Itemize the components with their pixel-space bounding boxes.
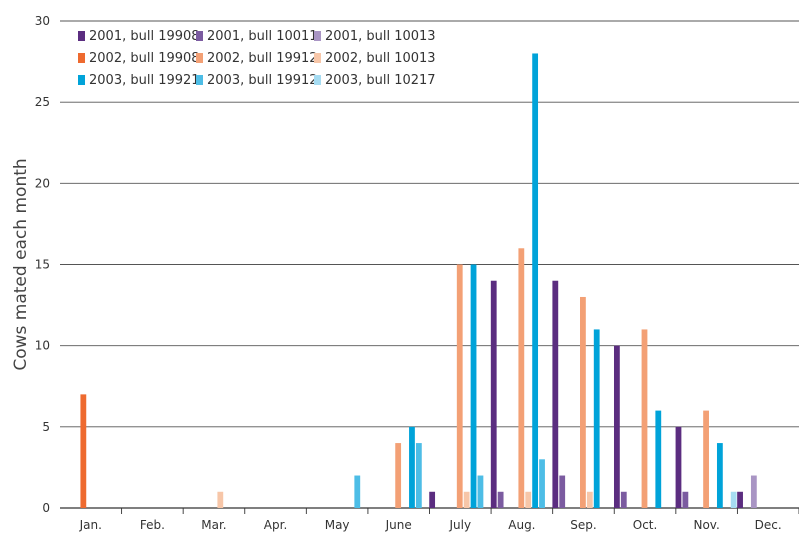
x-tick-label-dec: Dec. (755, 518, 782, 532)
x-tick-label-sep: Sep. (570, 518, 596, 532)
y-tick-label-15: 15 (35, 258, 50, 272)
y-tick-label-0: 0 (42, 501, 50, 515)
bar-9-nov (730, 491, 737, 508)
bar-8-may (354, 475, 361, 508)
y-tick-label-5: 5 (42, 420, 50, 434)
bar-6-aug (525, 491, 532, 508)
bar-5-july (456, 264, 463, 508)
x-tick-label-oct: Oct. (633, 518, 658, 532)
legend-label-9: 2003, bull 10217 (325, 73, 436, 88)
y-tick-label-25: 25 (35, 95, 50, 109)
x-tick-label-june: June (385, 518, 412, 532)
x-tick-label-feb: Feb. (140, 518, 165, 532)
legend-swatch-9 (314, 75, 321, 85)
bar-6-mar (217, 491, 224, 508)
bar-1-nov (675, 426, 682, 508)
x-tick-label-jan: Jan. (79, 518, 102, 532)
bar-5-oct (641, 329, 648, 508)
legend-label-8: 2003, bull 19912 (207, 73, 318, 88)
legend-swatch-6 (314, 53, 321, 63)
legend-swatch-8 (196, 75, 203, 85)
legend-swatch-3 (314, 31, 321, 41)
bar-2-oct (620, 491, 627, 508)
legend-label-7: 2003, bull 19921 (89, 73, 200, 88)
bars (80, 53, 757, 508)
legend-swatch-5 (196, 53, 203, 63)
bar-1-dec (737, 491, 743, 508)
bar-5-sep (580, 296, 586, 508)
x-tick-label-mar: Mar. (201, 518, 226, 532)
legend-swatch-4 (78, 53, 85, 63)
bar-1-july (429, 491, 436, 508)
x-tick-label-may: May (325, 518, 350, 532)
bar-6-sep (586, 491, 593, 508)
bar-7-july (470, 264, 477, 508)
legend-label-3: 2001, bull 10013 (325, 29, 436, 44)
legend: 2001, bull 19908 2001, bull 10011 2001, bu… (78, 29, 436, 88)
x-tick-label-nov: Nov. (693, 518, 719, 532)
legend-swatch-7 (78, 75, 85, 85)
y-tick-label-10: 10 (35, 339, 50, 353)
bar-7-oct (655, 410, 662, 508)
legend-label-1: 2001, bull 19908 (89, 29, 200, 44)
bar-2-aug (497, 491, 504, 508)
x-tick-labels: Jan. Feb. Mar. Apr. May June July Aug. Sep. Oct. N… (79, 508, 799, 532)
bar-8-aug (539, 459, 545, 508)
legend-label-6: 2002, bull 10013 (325, 51, 436, 66)
legend-label-4: 2002, bull 19908 (89, 51, 200, 66)
bar-1-sep (552, 280, 559, 508)
bar-8-june (415, 443, 422, 508)
bar-3-dec (750, 475, 757, 508)
bar-7-aug (532, 53, 539, 508)
bar-5-june (395, 443, 402, 508)
y-tick-label-30: 30 (35, 14, 50, 28)
bar-7-sep (593, 329, 600, 508)
bar-2-nov (682, 491, 689, 508)
legend-swatch-2 (196, 31, 203, 41)
bar-5-aug (518, 248, 525, 508)
legend-swatch-1 (78, 31, 85, 41)
legend-label-5: 2002, bull 19912 (207, 51, 318, 66)
grid-lines (60, 20, 799, 509)
bar-7-nov (716, 443, 723, 508)
bar-2-sep (559, 475, 566, 508)
y-axis-label: Cows mated each month (11, 158, 31, 370)
x-tick-label-apr: Apr. (264, 518, 287, 532)
bar-7-june (409, 426, 415, 508)
bar-5-nov (703, 410, 709, 508)
bar-1-aug (490, 280, 497, 508)
bar-6-july (463, 491, 470, 508)
y-tick-labels: 0 5 10 15 20 25 30 (35, 14, 50, 515)
bar-1-oct (613, 345, 620, 508)
x-tick-label-aug: Aug. (508, 518, 535, 532)
bar-4-jan (80, 394, 87, 508)
x-tick-label-july: July (448, 518, 471, 532)
bar-8-july (477, 475, 484, 508)
legend-label-2: 2001, bull 10011 (207, 29, 318, 44)
y-tick-label-20: 20 (35, 176, 50, 190)
